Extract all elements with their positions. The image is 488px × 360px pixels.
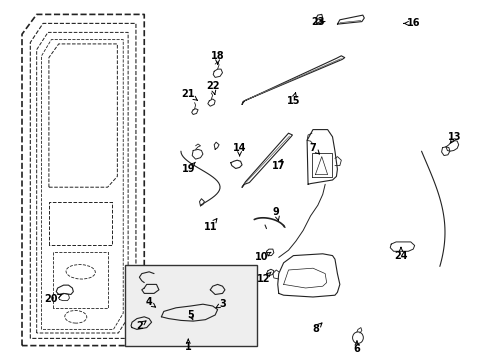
Text: 21: 21 <box>181 89 197 100</box>
Text: 24: 24 <box>393 247 407 261</box>
Text: 20: 20 <box>44 294 61 304</box>
Text: 5: 5 <box>187 310 194 320</box>
Text: 14: 14 <box>232 143 246 156</box>
Text: 4: 4 <box>145 297 155 307</box>
Text: 8: 8 <box>311 323 321 334</box>
Text: 6: 6 <box>353 341 360 354</box>
Text: 19: 19 <box>181 162 195 174</box>
Text: 1: 1 <box>184 339 191 352</box>
Text: 18: 18 <box>210 51 224 64</box>
Text: 9: 9 <box>272 207 279 220</box>
Text: 15: 15 <box>286 93 300 106</box>
Text: 16: 16 <box>403 18 419 28</box>
Text: 11: 11 <box>203 219 217 232</box>
Text: 3: 3 <box>216 299 225 309</box>
Text: 10: 10 <box>254 252 270 262</box>
Text: 7: 7 <box>309 143 319 154</box>
Text: 22: 22 <box>205 81 219 94</box>
Text: 13: 13 <box>447 132 461 143</box>
Text: 23: 23 <box>310 17 324 27</box>
Text: 17: 17 <box>271 159 285 171</box>
FancyBboxPatch shape <box>124 265 256 346</box>
Text: 12: 12 <box>257 272 271 284</box>
Text: 2: 2 <box>136 321 146 331</box>
